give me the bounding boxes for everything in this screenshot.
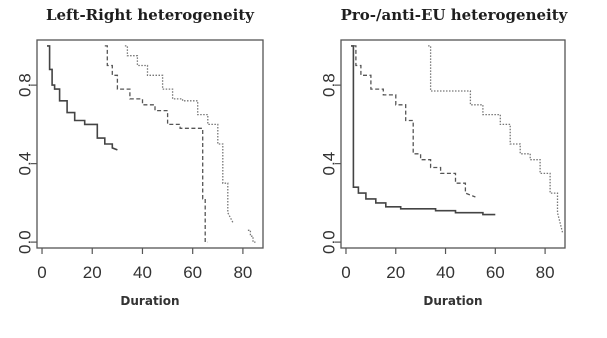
pro-anti-eu-plot: 0.0 0.4 0.8 0 20 40 60 80 Duration	[319, 39, 566, 308]
y-tick-label: 0.8	[15, 73, 34, 97]
x-tick-label: 80	[233, 263, 252, 282]
survival-curve-dotted	[428, 45, 564, 233]
x-tick-label: 40	[436, 263, 455, 282]
x-tick-label: 0	[37, 263, 46, 282]
y-tick-label: 0.4	[319, 152, 338, 176]
x-tick-label: 60	[183, 263, 202, 282]
y-tick-label: 0.4	[15, 152, 34, 176]
plot-frame	[340, 39, 566, 249]
y-tick-label: 0.0	[319, 230, 338, 254]
chart-title: Pro-/anti-EU heterogeneity	[340, 6, 568, 24]
x-tick-label: 20	[83, 263, 102, 282]
x-tick-label: 80	[536, 263, 555, 282]
y-tick-label: 0.0	[15, 230, 34, 254]
x-axis-label: Duration	[120, 294, 179, 308]
x-tick-label: 40	[133, 263, 152, 282]
survival-curve-dashed	[104, 45, 208, 243]
x-tick-label: 60	[486, 263, 505, 282]
survival-curve-solid	[47, 45, 118, 151]
survival-curve-solid	[351, 45, 496, 216]
plot-frame	[36, 39, 264, 249]
left-right-panel: Left-Right heterogeneity 0.0 0.4 0.8 0 20 40 6…	[0, 0, 300, 338]
chart-title: Left-Right heterogeneity	[45, 6, 255, 24]
pro-anti-eu-panel: Pro-/anti-EU heterogeneity 0.0 0.4 0.8 0 20 4…	[304, 0, 604, 338]
left-right-plot: 0.0 0.4 0.8 0 20 40 60 80 Duration	[15, 39, 264, 308]
x-axis-label: Duration	[423, 294, 482, 308]
y-tick-label: 0.8	[319, 73, 338, 97]
x-tick-label: 0	[341, 263, 350, 282]
survival-curve-dotted	[247, 229, 256, 243]
survival-curve-dotted	[124, 45, 234, 223]
x-tick-label: 20	[386, 263, 405, 282]
survival-curve-dashed	[353, 45, 476, 198]
